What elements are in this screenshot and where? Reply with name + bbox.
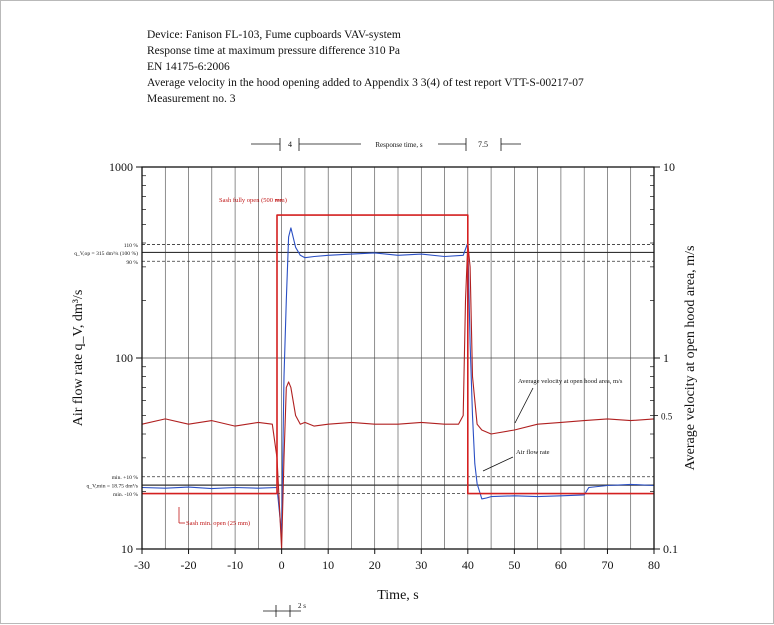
y2-tick-label: 10 xyxy=(663,160,675,174)
air-flow-leader xyxy=(482,456,514,472)
y-axis-label: Air flow rate q_V, dm³/s xyxy=(71,290,86,427)
reference-line-label: 90 % xyxy=(126,260,138,266)
y-tick-label: 100 xyxy=(115,351,133,365)
gap-2s-label: 2 s xyxy=(298,602,306,610)
x-tick-label: 60 xyxy=(555,558,567,572)
x-tick-label: -10 xyxy=(227,558,243,572)
avg-velocity-leader xyxy=(514,387,534,424)
reference-line-label: q_V,min = 18.75 dm³/s xyxy=(86,484,138,490)
sash-fully-open-label: Sash fully open (500 mm) xyxy=(219,197,287,204)
series-line-2 xyxy=(141,242,655,550)
header-line-measurement: Measurement no. 3 xyxy=(147,93,236,105)
y-tick-label: 10 xyxy=(121,542,133,556)
header-line-device: Device: Fanison FL-103, Fume cupboards V… xyxy=(147,29,401,41)
x-tick-label: -20 xyxy=(181,558,197,572)
response-time-label: Response time, s xyxy=(375,141,423,149)
header-line-standard: EN 14175-6:2006 xyxy=(147,61,230,73)
sash-min-open-label: Sash min. open (25 mm) xyxy=(186,520,250,527)
response-open-label: 4 xyxy=(288,140,292,149)
reference-lines: 110 %q_V,op = 315 dm³/s (100 %) 90 % min. … xyxy=(74,243,654,498)
y2-axis-label: Average velocity at open hood area, m/s xyxy=(683,246,698,471)
x-axis-label: Time, s xyxy=(377,588,419,603)
x-tick-label: 80 xyxy=(648,558,660,572)
grid xyxy=(142,167,654,549)
reference-line-label: q_V,op = 315 dm³/s (100 %) xyxy=(74,250,138,257)
y2-tick-label: 0.1 xyxy=(663,542,678,556)
series-line-3 xyxy=(142,214,654,495)
y2-tick-label: 0.5 xyxy=(661,411,673,421)
x-tick-label: 20 xyxy=(369,558,381,572)
ticks: -30 -20 -10 0 10 20 30 40 50 60 70 801010010000.111… xyxy=(109,160,678,572)
annotations: 4 Response time, s 7.5 Sash fully open (… xyxy=(178,138,623,617)
header-line-velocity-note: Average velocity in the hood opening add… xyxy=(147,77,584,89)
x-tick-label: 30 xyxy=(415,558,427,572)
x-tick-label: 70 xyxy=(601,558,613,572)
avg-velocity-annotation: Average velocity at open hood area, m/s xyxy=(518,378,623,385)
header-line-response: Response time at maximum pressure differ… xyxy=(147,45,401,57)
y-tick-label: 1000 xyxy=(109,160,133,174)
reference-line-label: 110 % xyxy=(124,243,139,249)
chart-header: Device: Fanison FL-103, Fume cupboards V… xyxy=(147,27,747,107)
x-tick-label: 10 xyxy=(322,558,334,572)
series-group xyxy=(141,214,655,550)
series-line-1 xyxy=(141,227,655,535)
x-tick-label: 50 xyxy=(508,558,520,572)
y2-tick-label: 1 xyxy=(663,351,669,365)
x-tick-label: 40 xyxy=(462,558,474,572)
reference-line-label: min. -10 % xyxy=(113,492,138,498)
response-close-label: 7.5 xyxy=(478,140,488,149)
reference-line-label: min. +10 % xyxy=(112,475,139,481)
x-tick-label: 0 xyxy=(279,558,285,572)
x-tick-label: -30 xyxy=(134,558,150,572)
air-flow-annotation: Air flow rate xyxy=(516,449,550,456)
